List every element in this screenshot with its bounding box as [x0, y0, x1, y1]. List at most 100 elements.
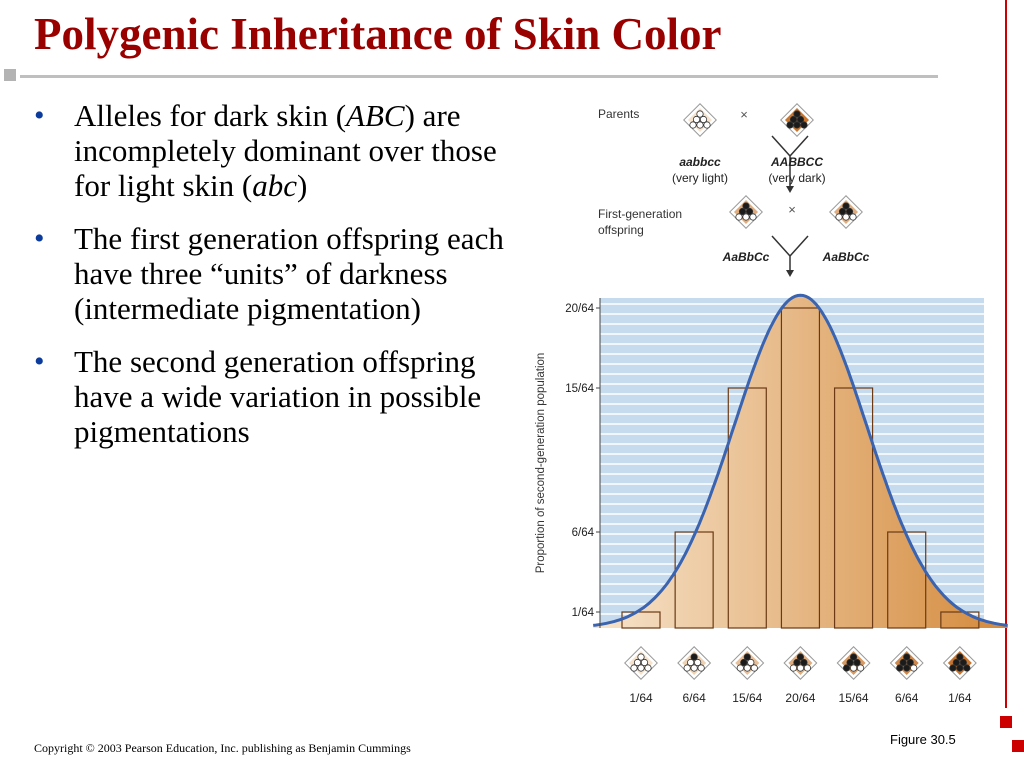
- allele-dot: [800, 658, 808, 667]
- phenotype-icon: [889, 646, 924, 680]
- curve-fill: [593, 295, 1008, 628]
- f1-offspring-left-icon: [729, 195, 763, 229]
- parents-label: Parents: [598, 107, 639, 121]
- decor-square-grey: [4, 69, 16, 81]
- allele-dot: [683, 664, 691, 672]
- bullet-icon: •: [34, 222, 45, 255]
- allele-dot: [793, 121, 801, 129]
- allele-dot: [742, 202, 750, 210]
- allele-dot: [789, 115, 798, 124]
- y-tick-label: 15/64: [565, 383, 594, 395]
- y-axis-ticks: 1/64 6/64 15/64 20/64: [565, 303, 600, 619]
- bullet-item: • Alleles for dark skin (ABC) are incomp…: [28, 98, 508, 203]
- bullet-list: • Alleles for dark skin (ABC) are incomp…: [28, 98, 508, 467]
- allele-dot: [630, 664, 638, 672]
- phenotype-icon: [783, 646, 818, 680]
- allele-dot: [903, 653, 911, 661]
- x-label: 1/64: [629, 691, 653, 705]
- allele-dot: [696, 110, 704, 118]
- bullet-text-1c: ) are incompletely dominant over those f…: [74, 98, 497, 203]
- x-label: 15/64: [839, 691, 869, 705]
- title-divider: [20, 75, 938, 78]
- allele-dot: [796, 653, 805, 661]
- allele-dot: [796, 115, 805, 124]
- allele-dot: [842, 202, 850, 210]
- allele-dot: [699, 115, 708, 124]
- allele-dot: [736, 664, 744, 672]
- x-label: 6/64: [682, 691, 706, 705]
- allele-dot: [644, 664, 652, 672]
- allele-dot: [747, 658, 755, 667]
- allele-dot: [793, 110, 801, 118]
- phenotype-icon: [836, 646, 871, 680]
- allele-dot: [690, 653, 698, 661]
- parent2-description: (very dark): [768, 171, 825, 185]
- f1-offspring-right-icon: [829, 195, 863, 229]
- f1-connector: [771, 235, 809, 274]
- x-label: 1/64: [948, 691, 972, 705]
- allele-dot: [692, 115, 701, 124]
- parent-very-dark-icon: [780, 103, 814, 137]
- x-label: 20/64: [785, 691, 815, 705]
- y-tick-label: 6/64: [572, 527, 595, 539]
- phenotype-icon: [624, 646, 658, 680]
- allele-dot: [838, 207, 847, 216]
- allele-dot: [696, 121, 704, 129]
- parent-very-light-icon: [683, 103, 717, 137]
- decor-vertical-line: [1005, 0, 1007, 708]
- f1-genotype-left: AaBbCc: [722, 250, 770, 264]
- allele-dot: [735, 213, 743, 221]
- allele-dot: [853, 658, 861, 667]
- allele-dot: [842, 664, 851, 672]
- allele-dot: [952, 658, 960, 667]
- bullet-text-3: The second generation offspring have a w…: [74, 344, 482, 449]
- figure-caption: Figure 30.5: [890, 732, 956, 747]
- bullet-text-1a: Alleles for dark skin (: [74, 98, 347, 133]
- allele-dot: [743, 653, 751, 661]
- parent1-description: (very light): [672, 171, 728, 185]
- allele-dot: [963, 664, 971, 672]
- x-axis-labels: 1/64 6/64 15/64 20/64 15/64 6/64 1/64: [629, 691, 972, 705]
- bullet-item: • The first generation offspring each ha…: [28, 221, 508, 326]
- allele-dot: [690, 664, 698, 672]
- allele-dot: [687, 658, 695, 667]
- allele-dot: [750, 664, 758, 672]
- allele-dot: [959, 658, 967, 667]
- x-label: 15/64: [732, 691, 762, 705]
- allele-dot: [803, 664, 812, 672]
- bullet-text-1e: ): [297, 168, 308, 203]
- y-axis-label: Proportion of second-generation populati…: [535, 353, 547, 574]
- phenotype-icons: [624, 646, 977, 680]
- bullet-icon: •: [34, 99, 45, 132]
- allele-dot: [796, 664, 805, 672]
- allele-dot: [800, 121, 808, 129]
- allele-dot: [906, 658, 914, 667]
- allele-dot: [845, 207, 854, 216]
- allele-dot: [640, 658, 649, 667]
- x-label: 6/64: [895, 691, 919, 705]
- phenotype-icon: [942, 646, 977, 680]
- allele-dot: [786, 121, 794, 129]
- allele-dot: [949, 664, 957, 672]
- f1-cross-symbol: ×: [788, 202, 796, 217]
- bullet-text-1d: abc: [252, 168, 298, 203]
- allele-dot: [738, 207, 747, 216]
- allele-dot: [789, 664, 798, 672]
- decor-square-red: [1000, 716, 1012, 728]
- cross-symbol: ×: [740, 107, 748, 122]
- f1-arrowhead: [786, 270, 794, 277]
- allele-dot: [745, 207, 754, 216]
- allele-dot: [637, 664, 645, 672]
- allele-dot: [910, 664, 918, 672]
- bullet-text-1b: ABC: [346, 98, 405, 133]
- y-tick-label: 1/64: [572, 607, 595, 619]
- bar: [780, 307, 821, 629]
- inheritance-figure: Parents × aabbcc (very light) AABBCC (ve…: [535, 103, 1008, 705]
- cross-connector: [771, 135, 809, 190]
- parent1-genotype: aabbcc: [679, 155, 721, 169]
- cross-arrowhead: [786, 186, 794, 193]
- allele-dot: [903, 664, 911, 672]
- allele-dot: [956, 664, 964, 672]
- bullet-icon: •: [34, 345, 45, 378]
- allele-dot: [743, 664, 751, 672]
